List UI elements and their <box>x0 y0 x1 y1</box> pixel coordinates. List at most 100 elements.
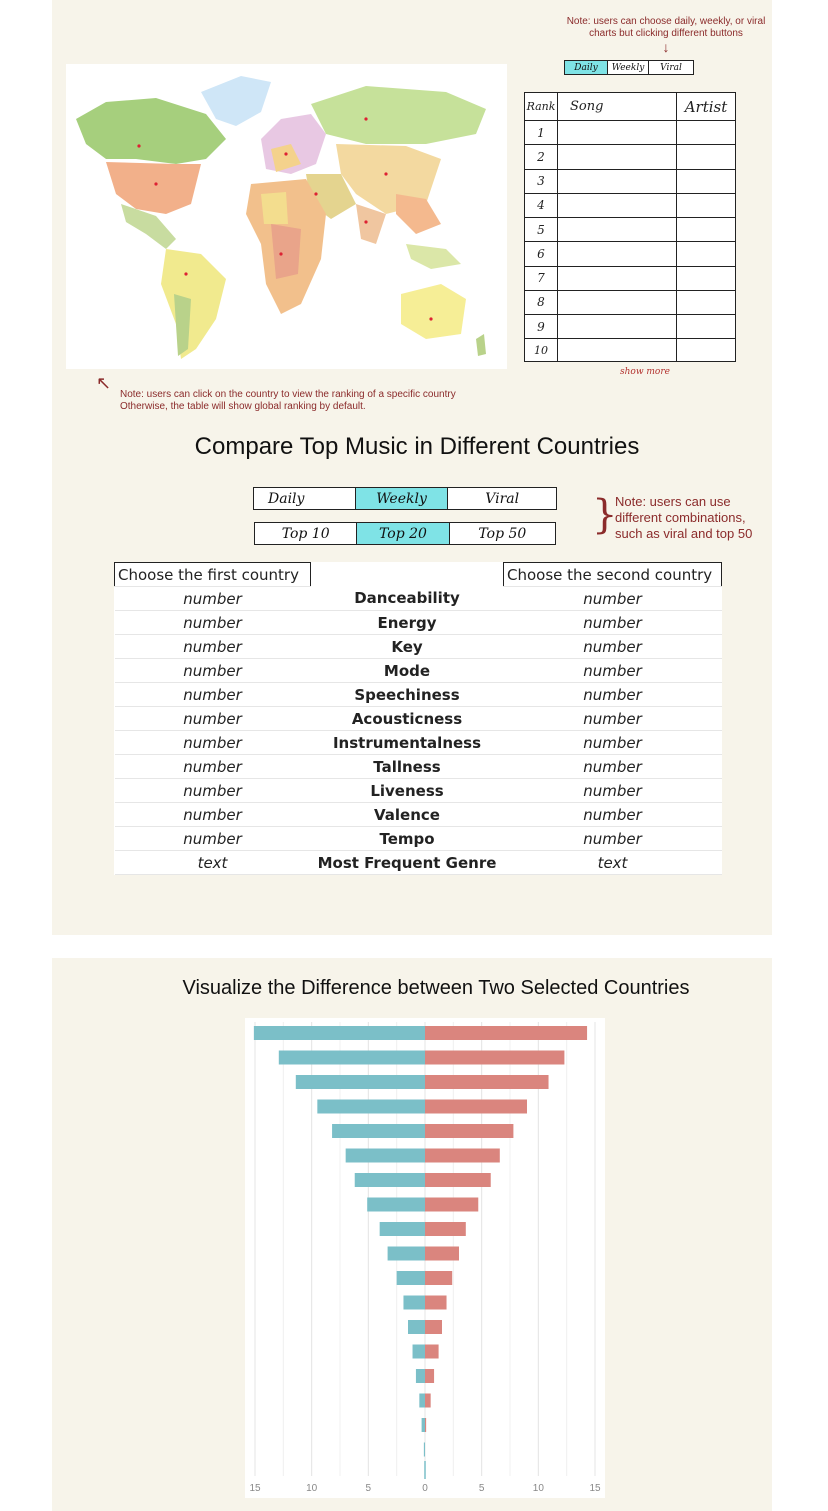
bar-left <box>345 1148 425 1163</box>
table-row: number Liveness number <box>114 778 722 803</box>
note-chart-type: Note: users can choose daily, weekly, or… <box>556 16 776 54</box>
top-20-button[interactable]: Top 20 <box>357 523 450 544</box>
rank-cell: 1 <box>524 119 558 146</box>
note-line: Note: users can use <box>615 494 731 509</box>
second-country-value: number <box>503 706 722 731</box>
bar-right <box>425 1148 500 1163</box>
feature-label: Tallness <box>310 754 504 779</box>
diverging-bar-chart: 15 10 5 0 5 10 15 <box>245 1018 605 1498</box>
x-tick-label: 15 <box>249 1483 261 1494</box>
bar-left <box>295 1075 425 1089</box>
feature-label: Key <box>310 634 504 659</box>
bar-left <box>421 1418 425 1432</box>
feature-label: Valence <box>310 802 504 827</box>
bar-right <box>425 1246 459 1261</box>
first-country-select[interactable]: Choose the first country <box>114 562 311 587</box>
table-row[interactable]: 9 <box>524 313 736 340</box>
viral-button[interactable]: Viral <box>660 62 682 73</box>
bar-right <box>425 1418 427 1432</box>
rank-cell: 9 <box>524 313 558 340</box>
rank-header: Rank <box>524 92 558 121</box>
table-row: number Danceability number <box>114 586 722 611</box>
first-country-value: number <box>114 778 311 803</box>
x-tick-label: 15 <box>589 1483 601 1494</box>
second-country-value: number <box>503 754 722 779</box>
table-row[interactable]: 8 <box>524 289 736 316</box>
bar-left <box>419 1393 425 1408</box>
feature-label: Liveness <box>310 778 504 803</box>
rank-cell: 3 <box>524 168 558 194</box>
second-country-value: number <box>503 826 722 851</box>
note-line: charts but clicking different buttons <box>589 28 743 39</box>
table-row: number Tempo number <box>114 826 722 851</box>
first-country-value: text <box>114 850 311 875</box>
feature-label: Speechiness <box>310 682 504 707</box>
world-map[interactable] <box>66 64 507 369</box>
table-row: number Key number <box>114 634 722 659</box>
bar-left <box>332 1124 425 1138</box>
table-row[interactable]: 1 <box>524 119 736 146</box>
bar-left <box>396 1271 425 1285</box>
bar-left <box>317 1099 425 1114</box>
compare-header-row: Choose the first country Choose the seco… <box>114 562 722 587</box>
bar-left <box>412 1344 425 1359</box>
first-country-value: number <box>114 826 311 851</box>
feature-label: Most Frequent Genre <box>310 850 504 875</box>
table-row: number Speechiness number <box>114 682 722 707</box>
table-row[interactable]: 7 <box>524 265 736 291</box>
chart-type-buttons: Daily Weekly Viral <box>564 60 694 75</box>
feature-label: Tempo <box>310 826 504 851</box>
table-row[interactable]: 2 <box>524 144 736 170</box>
second-country-select[interactable]: Choose the second country <box>503 562 722 587</box>
x-tick-label: 5 <box>366 1483 372 1494</box>
first-country-value: number <box>114 682 311 707</box>
table-row[interactable]: 3 <box>524 168 736 194</box>
rank-cell: 4 <box>524 192 558 219</box>
top-10-button[interactable]: Top 10 <box>255 523 358 544</box>
second-country-value: number <box>503 682 722 707</box>
table-header-row: Rank Song Artist <box>524 92 736 121</box>
first-country-value: number <box>114 754 311 779</box>
bar-left <box>408 1320 425 1334</box>
viral-button[interactable]: Viral <box>485 490 520 507</box>
rank-cell: 10 <box>524 338 558 362</box>
second-country-value: number <box>503 610 722 635</box>
second-country-value: number <box>503 730 722 755</box>
table-row[interactable]: 5 <box>524 216 736 243</box>
bar-right <box>425 1026 588 1040</box>
table-row[interactable]: 4 <box>524 192 736 219</box>
second-country-value: number <box>503 802 722 827</box>
bar-right <box>425 1099 527 1114</box>
bar-right <box>425 1124 514 1138</box>
bar-left <box>253 1026 425 1040</box>
daily-button[interactable]: Daily <box>565 61 608 74</box>
daily-button[interactable]: Daily <box>254 488 356 509</box>
bar-right <box>425 1173 491 1187</box>
show-more-link[interactable]: show more <box>620 367 670 377</box>
note-line: Otherwise, the table will show global ra… <box>120 401 366 412</box>
bar-left <box>278 1050 425 1065</box>
weekly-button[interactable]: Weekly <box>355 488 449 509</box>
bar-right <box>425 1295 447 1310</box>
note-line: Note: users can choose daily, weekly, or… <box>566 16 766 27</box>
bar-right <box>425 1393 431 1408</box>
table-row[interactable]: 10 <box>524 338 736 362</box>
bar-left <box>403 1295 425 1310</box>
rank-cell: 8 <box>524 289 558 316</box>
rank-cell: 2 <box>524 144 558 170</box>
table-row[interactable]: 6 <box>524 241 736 267</box>
x-tick-label: 10 <box>306 1483 318 1494</box>
table-row: number Instrumentalness number <box>114 730 722 755</box>
second-country-value: text <box>503 850 722 875</box>
bar-left <box>423 1442 425 1457</box>
curved-arrow-icon: ↖ <box>96 373 112 393</box>
bar-right <box>425 1271 453 1285</box>
brace-icon: } <box>592 492 618 538</box>
visualize-title: Visualize the Difference between Two Sel… <box>182 977 690 999</box>
weekly-button[interactable]: Weekly <box>608 61 649 74</box>
world-map-graphic[interactable] <box>66 64 507 369</box>
top-50-button[interactable]: Top 50 <box>478 525 527 542</box>
compare-title: Compare Top Music in Different Countries <box>194 433 640 460</box>
first-country-value: number <box>114 802 311 827</box>
feature-label: Mode <box>310 658 504 683</box>
